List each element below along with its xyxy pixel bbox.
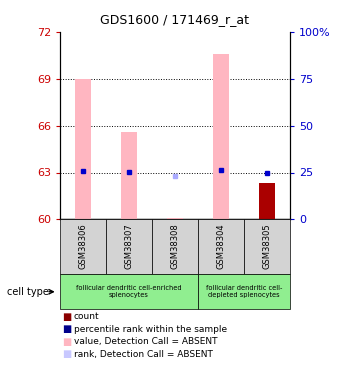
Text: ■: ■ — [62, 324, 71, 334]
Bar — [121, 132, 137, 219]
Text: rank, Detection Call = ABSENT: rank, Detection Call = ABSENT — [74, 350, 213, 358]
Text: percentile rank within the sample: percentile rank within the sample — [74, 325, 227, 334]
Bar — [259, 183, 275, 219]
Bar — [244, 219, 290, 274]
Text: follicular dendritic cell-
depleted splenocytes: follicular dendritic cell- depleted sple… — [206, 285, 282, 298]
Text: GSM38308: GSM38308 — [170, 224, 179, 269]
Bar — [152, 219, 198, 274]
Text: ■: ■ — [62, 337, 71, 346]
Text: GSM38306: GSM38306 — [79, 224, 87, 269]
Text: follicular dendritic cell-enriched
splenocytes: follicular dendritic cell-enriched splen… — [76, 285, 182, 298]
Bar — [198, 219, 244, 274]
Text: GSM38307: GSM38307 — [125, 224, 133, 269]
Bar — [60, 219, 106, 274]
Text: ■: ■ — [62, 312, 71, 322]
Bar — [75, 79, 91, 219]
Text: ■: ■ — [62, 349, 71, 359]
Bar — [198, 274, 290, 309]
Text: GSM38304: GSM38304 — [216, 224, 225, 269]
Text: count: count — [74, 312, 99, 321]
Text: cell type: cell type — [7, 287, 49, 297]
Bar — [106, 219, 152, 274]
Bar — [60, 274, 198, 309]
Text: GDS1600 / 171469_r_at: GDS1600 / 171469_r_at — [100, 13, 249, 26]
Text: GSM38305: GSM38305 — [262, 224, 271, 269]
Bar — [213, 54, 229, 219]
Text: value, Detection Call = ABSENT: value, Detection Call = ABSENT — [74, 337, 217, 346]
Bar — [167, 217, 183, 219]
